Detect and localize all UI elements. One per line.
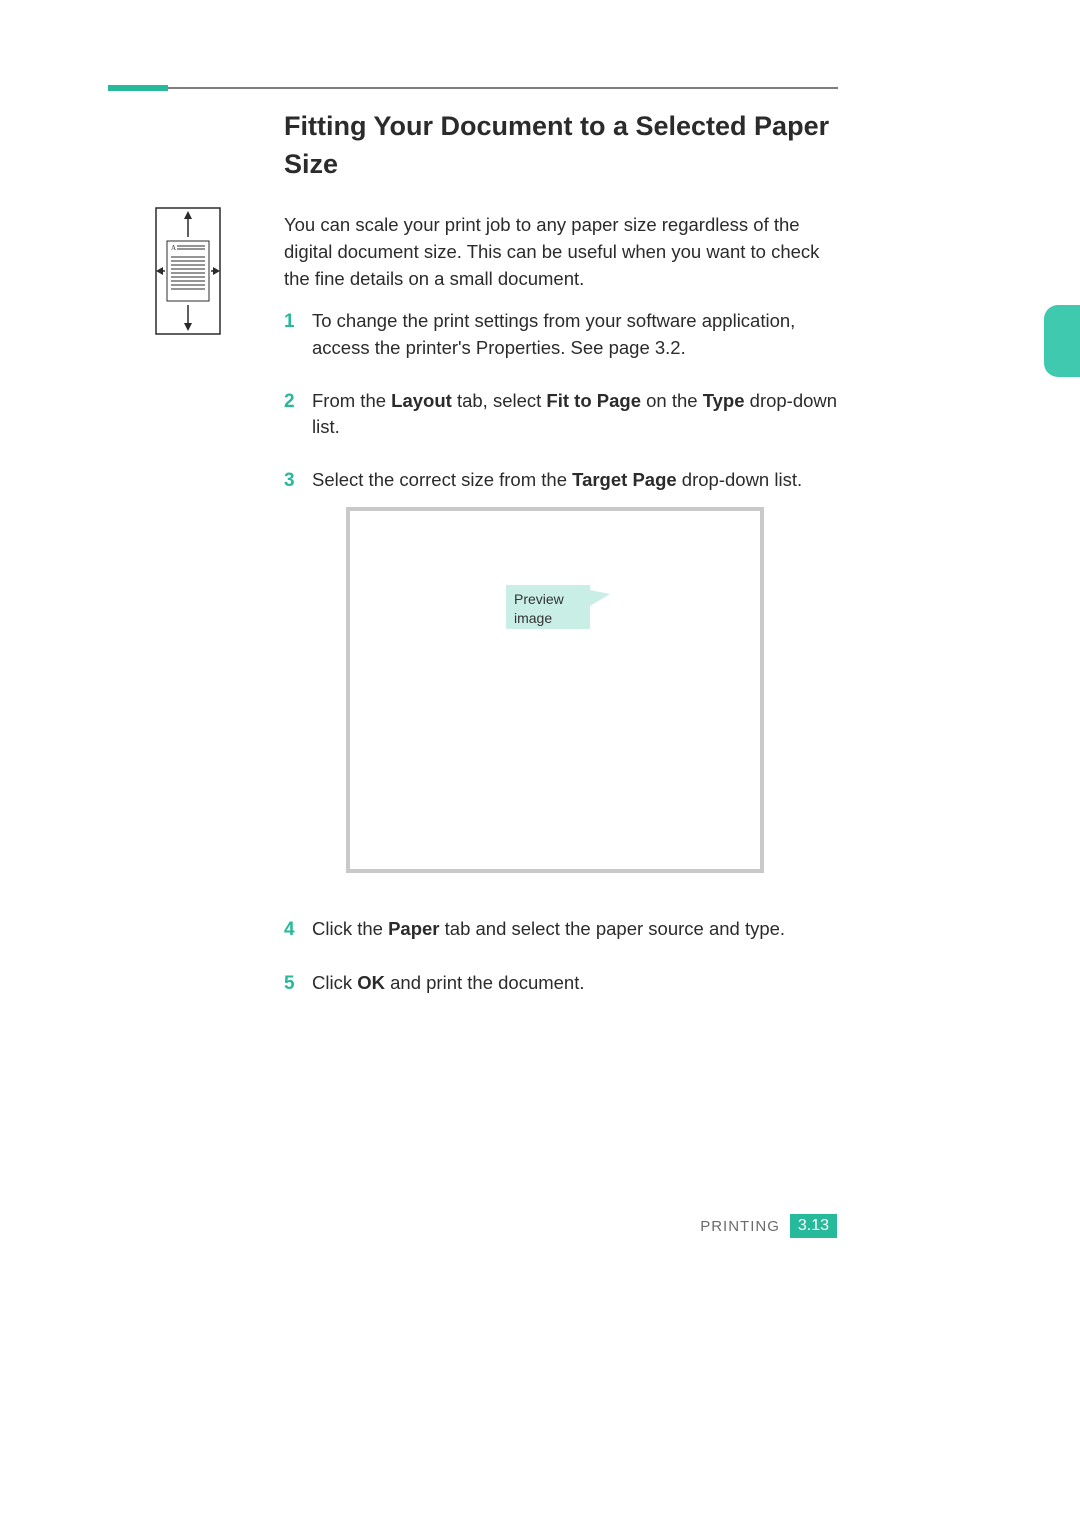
illustration-label: A — [171, 244, 176, 252]
step: 3Select the correct size from the Target… — [284, 467, 844, 495]
preview-placeholder-box — [346, 507, 764, 873]
step-body: Click OK and print the document. — [312, 970, 844, 998]
callout-line1: Preview — [514, 591, 564, 607]
callout-line2: image — [514, 610, 552, 626]
intro-paragraph: You can scale your print job to any pape… — [284, 212, 839, 292]
fit-to-page-illustration: A — [155, 207, 221, 335]
callout-tail — [590, 590, 610, 606]
step: 4Click the Paper tab and select the pape… — [284, 916, 844, 944]
step-body: Select the correct size from the Target … — [312, 467, 844, 495]
step-number: 2 — [284, 388, 312, 442]
step-number: 1 — [284, 308, 312, 362]
step-number: 3 — [284, 467, 312, 495]
page-footer: PRINTING 3.13 — [700, 1214, 837, 1238]
step: 5Click OK and print the document. — [284, 970, 844, 998]
step-number: 4 — [284, 916, 312, 944]
footer-section-label: PRINTING — [700, 1218, 780, 1235]
step-body: To change the print settings from your s… — [312, 308, 844, 362]
step: 2From the Layout tab, select Fit to Page… — [284, 388, 844, 442]
step-body: Click the Paper tab and select the paper… — [312, 916, 844, 944]
steps-list-upper: 1To change the print settings from your … — [284, 308, 844, 521]
steps-list-lower: 4Click the Paper tab and select the pape… — [284, 916, 844, 1023]
document-page: Fitting Your Document to a Selected Pape… — [0, 0, 1080, 1526]
step-number: 5 — [284, 970, 312, 998]
section-edge-tab — [1044, 305, 1080, 377]
page-title: Fitting Your Document to a Selected Pape… — [284, 108, 844, 184]
top-rule — [108, 87, 838, 89]
step: 1To change the print settings from your … — [284, 308, 844, 362]
preview-callout: Preview image — [506, 585, 590, 629]
top-rule-accent — [108, 85, 168, 91]
footer-page-number: 3.13 — [790, 1214, 837, 1238]
step-body: From the Layout tab, select Fit to Page … — [312, 388, 844, 442]
